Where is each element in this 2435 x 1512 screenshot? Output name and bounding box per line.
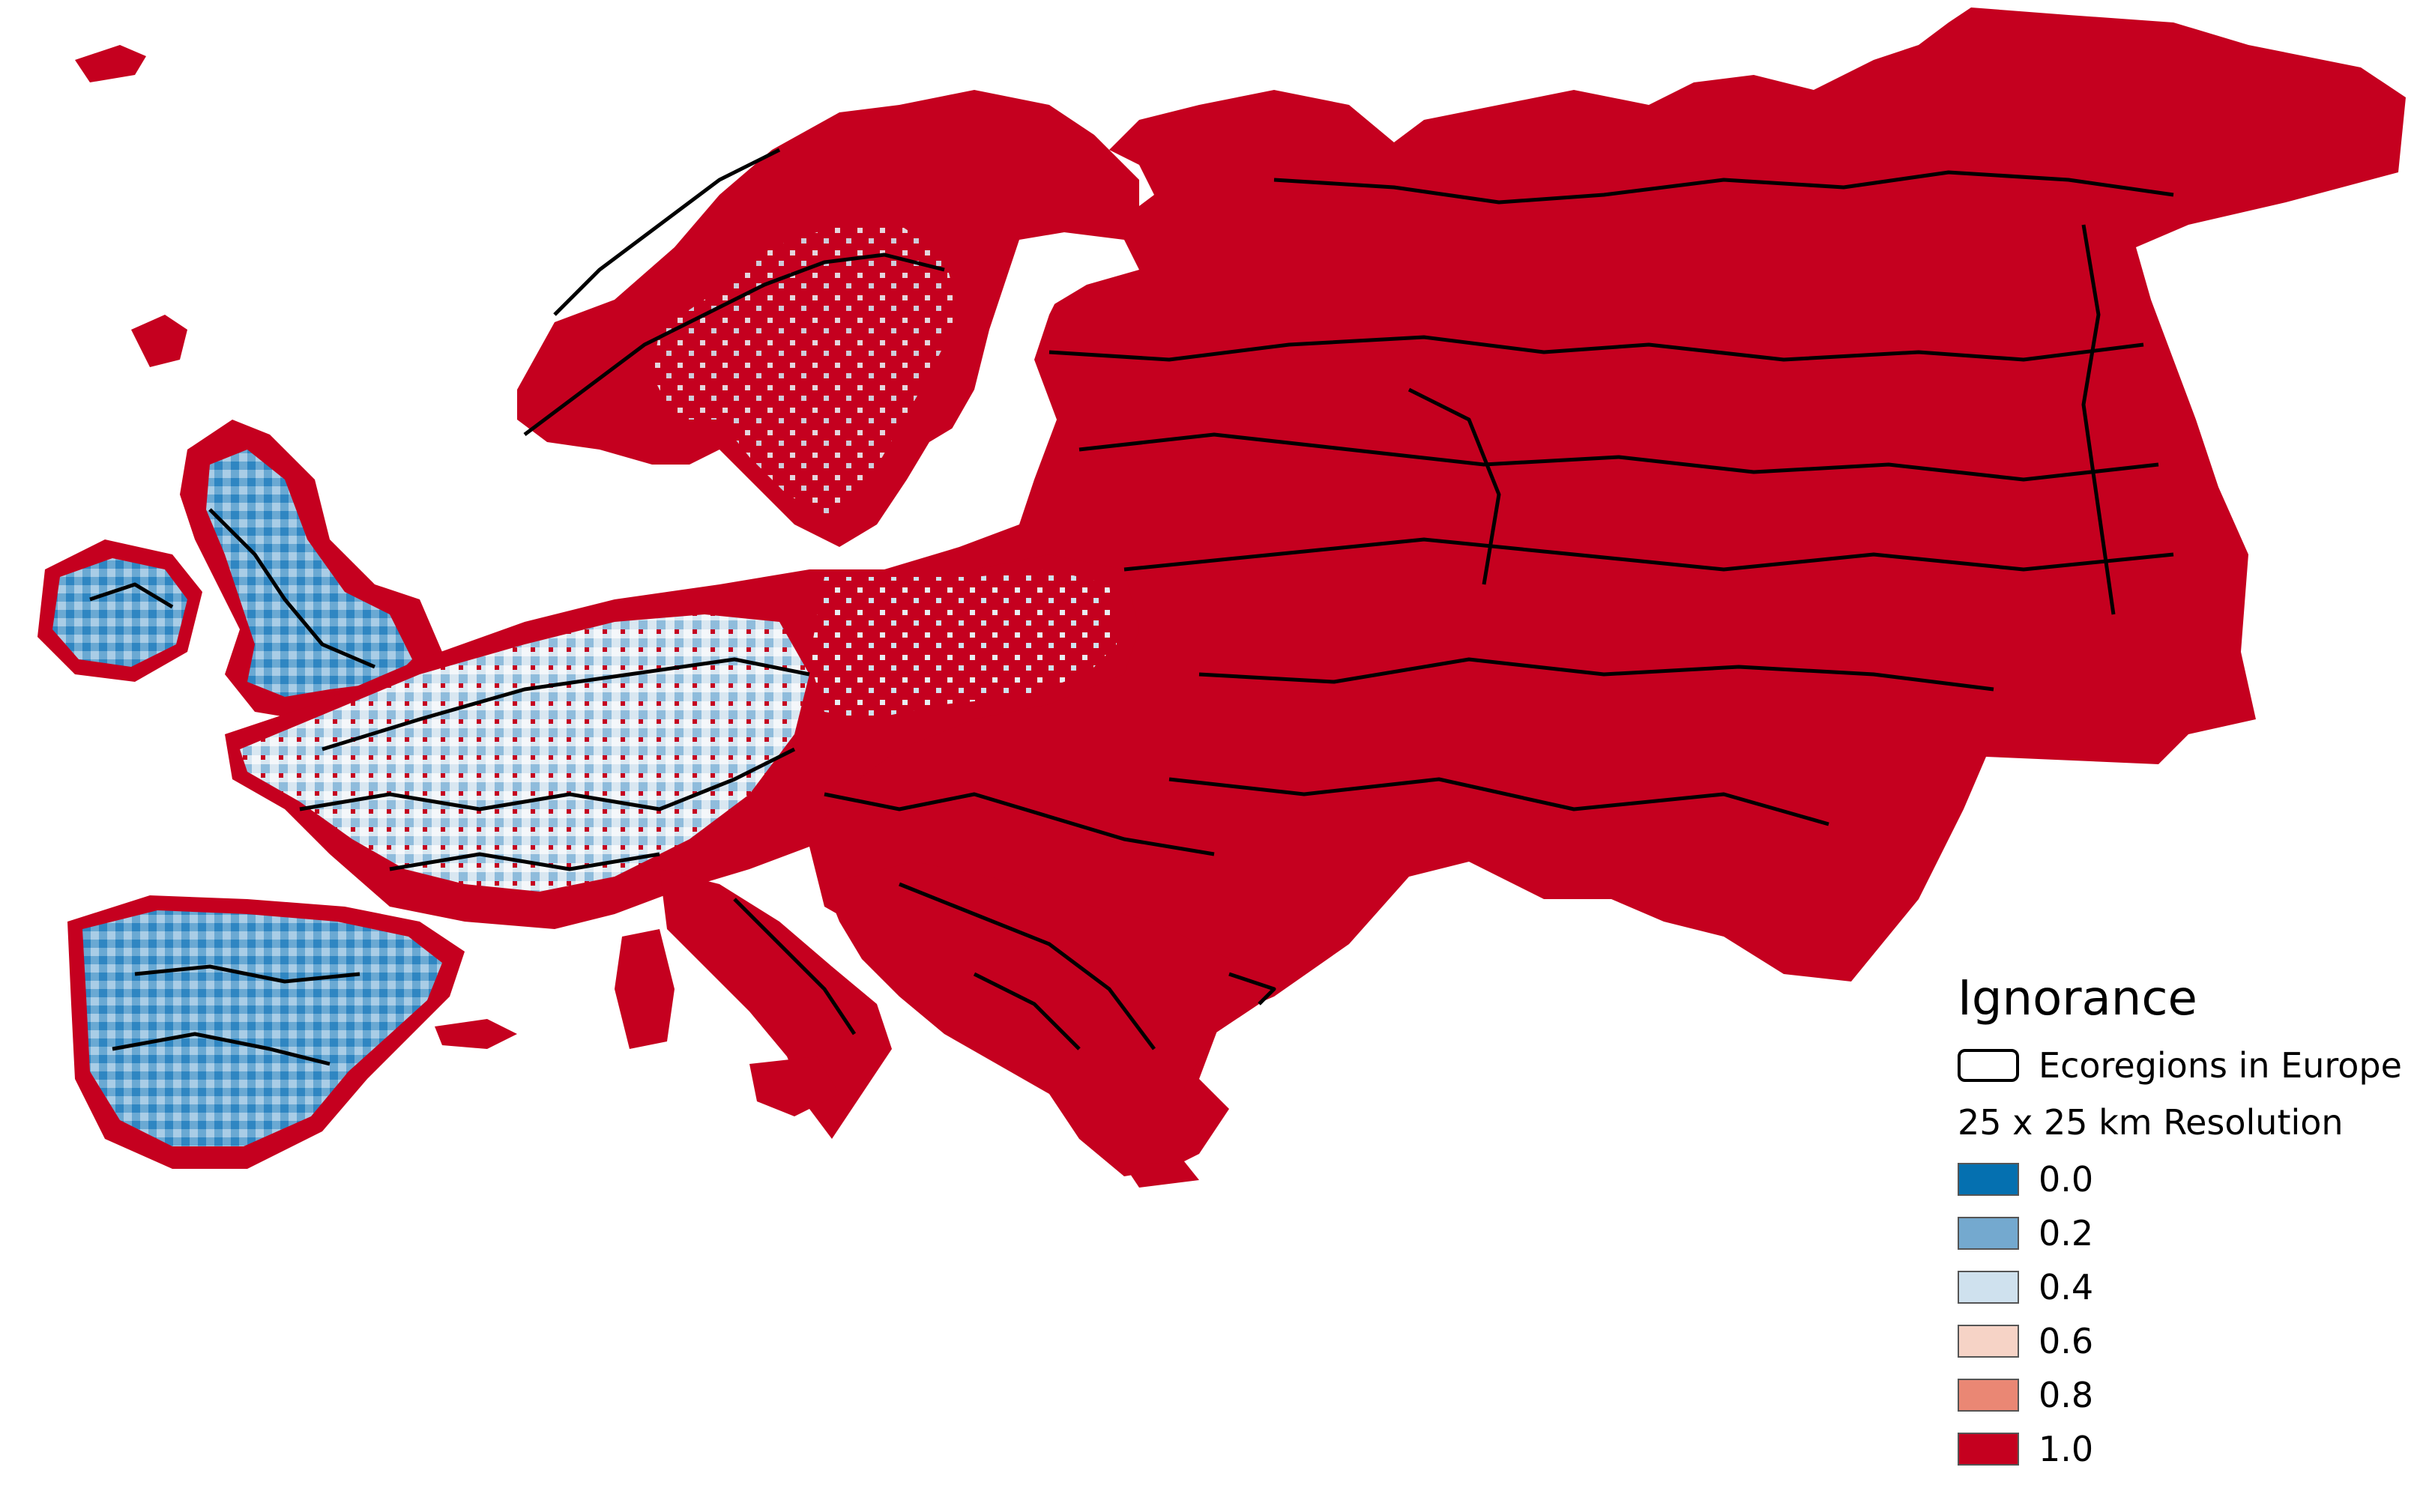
legend-class-label: 0.4 (2039, 1267, 2094, 1307)
ecoregion-boundaries (89, 148, 2174, 1066)
map-legend: Ignorance Ecoregions in Europe 25 x 25 k… (1958, 965, 2407, 1476)
legend-swatch (1958, 1217, 2019, 1250)
legend-class-row: 0.4 (1958, 1260, 2407, 1314)
iberia-low-ignorance (82, 910, 442, 1146)
balearic-region (435, 1019, 517, 1049)
sardinia-corsica-region (615, 929, 675, 1049)
faroe-region (131, 315, 187, 367)
legend-class-label: 0.0 (2039, 1159, 2094, 1200)
legend-title: Ignorance (1958, 971, 2197, 1026)
legend-class-row: 0.0 (1958, 1152, 2407, 1206)
legend-outline-label: Ecoregions in Europe (2039, 1045, 2402, 1086)
legend-outline-entry: Ecoregions in Europe (1958, 1038, 2407, 1092)
legend-class-row: 0.6 (1958, 1314, 2407, 1368)
legend-swatch (1958, 1163, 2019, 1196)
legend-class-label: 1.0 (2039, 1429, 2094, 1469)
scandinavia-sampled-area (652, 225, 959, 517)
legend-class-row: 0.8 (1958, 1368, 2407, 1422)
legend-class-label: 0.8 (2039, 1375, 2094, 1415)
italy-region (660, 869, 892, 1139)
iceland-region (75, 45, 146, 82)
legend-class-row: 1.0 (1958, 1422, 2407, 1476)
legend-swatch (1958, 1325, 2019, 1358)
legend-swatch (1958, 1379, 2019, 1412)
legend-class-label: 0.6 (2039, 1321, 2094, 1361)
france-germany-mixed-ignorance (240, 614, 809, 892)
legend-classes: 0.0 0.2 0.4 0.6 0.8 1.0 (1958, 1152, 2407, 1476)
poland-sampled-area (809, 569, 1117, 719)
legend-class-row: 0.2 (1958, 1206, 2407, 1260)
sicily-region (749, 1056, 839, 1116)
balkans-region (824, 862, 1259, 1176)
legend-class-label: 0.2 (2039, 1213, 2094, 1254)
ireland-low-ignorance (52, 558, 187, 667)
legend-swatch (1958, 1433, 2019, 1466)
legend-resolution-label: 25 x 25 km Resolution (1958, 1102, 2344, 1143)
ecoregion-outline-swatch (1958, 1049, 2019, 1082)
baltic-sea (892, 232, 1139, 554)
crete-region (1124, 1161, 1199, 1188)
eastern-europe-russia-region (794, 7, 2406, 1169)
legend-swatch (1958, 1271, 2019, 1304)
great-britain-low-ignorance (206, 450, 412, 697)
